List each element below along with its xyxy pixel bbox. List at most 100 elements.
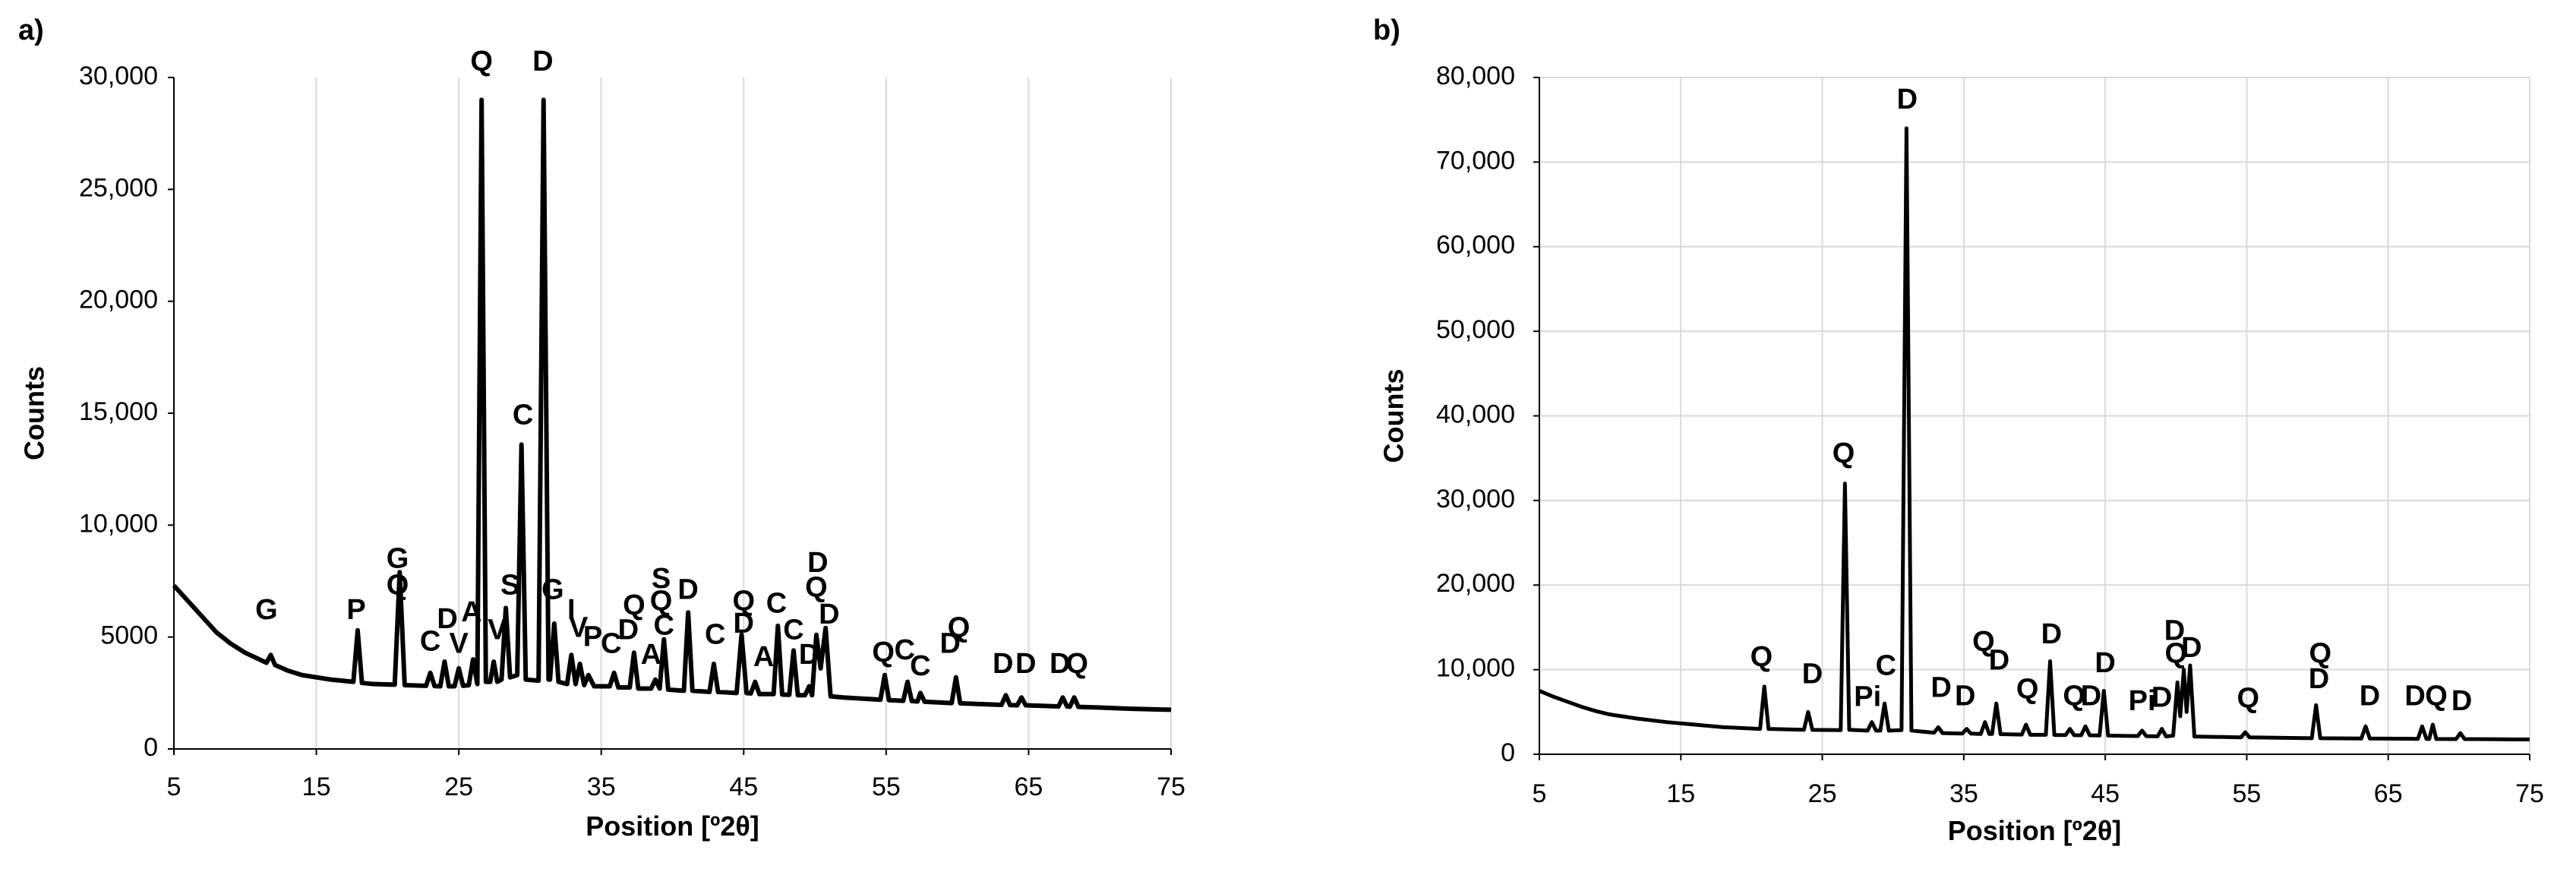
peak-label: D bbox=[799, 639, 819, 671]
y-axis-title: Counts bbox=[19, 366, 50, 460]
peak-label: Q bbox=[1833, 438, 1855, 469]
peak-label: A bbox=[641, 639, 661, 671]
peak-label: D bbox=[734, 608, 754, 640]
peak-label: D bbox=[532, 46, 553, 77]
peak-label: C bbox=[705, 619, 725, 651]
peak-label: D bbox=[807, 547, 828, 579]
peak-label: V bbox=[449, 627, 469, 659]
peak-label: D bbox=[1802, 658, 1823, 690]
panel-label: a) bbox=[18, 14, 44, 46]
peak-label: Q bbox=[2237, 683, 2260, 715]
y-tick-label: 40,000 bbox=[1436, 400, 1515, 428]
peak-label: A bbox=[461, 596, 481, 628]
peak-label: Q bbox=[650, 585, 673, 617]
x-tick-label: 5 bbox=[1533, 779, 1547, 808]
chart-panel: 0 10,000 20,000 30,000 40,000 50,000 60,000 70,… bbox=[1373, 14, 2544, 846]
peak-label: C bbox=[783, 615, 803, 646]
peak-label: D bbox=[677, 574, 698, 606]
peak-label: D bbox=[437, 603, 457, 635]
x-tick-label: 45 bbox=[729, 772, 758, 801]
peak-label: D bbox=[1930, 671, 1951, 703]
y-tick-label: 0 bbox=[144, 733, 158, 762]
x-tick-label: 75 bbox=[1157, 772, 1185, 801]
x-tick-label: 5 bbox=[167, 772, 182, 801]
peak-label: D bbox=[993, 648, 1013, 680]
chart-panel: 0 5000 10,000 15,000 20,000 25,000 30,000 5 15 25… bbox=[18, 14, 1185, 842]
x-axis-title: Position [º2θ] bbox=[1948, 815, 2122, 846]
peak-label: D bbox=[2151, 682, 2172, 714]
peak-label: Q bbox=[733, 585, 756, 617]
peak-label: V bbox=[488, 615, 507, 646]
peak-label: P bbox=[583, 621, 602, 652]
peak-label: S bbox=[652, 563, 671, 595]
diffractogram-line bbox=[172, 97, 1172, 712]
peak-label: S bbox=[500, 570, 519, 602]
peak-label: D bbox=[2095, 647, 2115, 679]
peak-label: Q bbox=[387, 570, 409, 602]
peak-label: V bbox=[569, 612, 589, 644]
x-tick-label: 55 bbox=[872, 772, 901, 801]
peak-label: D bbox=[1897, 84, 1918, 115]
peak-label: Pi bbox=[1854, 681, 1881, 713]
y-tick-label: 0 bbox=[1501, 738, 1515, 767]
peak-label: A bbox=[753, 641, 774, 673]
y-tick-label: 80,000 bbox=[1436, 62, 1515, 90]
y-tick-label: 30,000 bbox=[1436, 485, 1515, 513]
peak-label: Q bbox=[2309, 638, 2332, 670]
peak-label: C bbox=[910, 650, 930, 682]
y-tick-label: 20,000 bbox=[1436, 569, 1515, 598]
y-tick-label: 50,000 bbox=[1436, 315, 1515, 344]
peak-label: Q bbox=[1972, 626, 1995, 658]
panel-label: b) bbox=[1373, 14, 1400, 46]
peak-label: P bbox=[346, 594, 365, 626]
peak-label: G bbox=[387, 542, 409, 574]
diffractogram-line bbox=[1539, 126, 2530, 742]
x-tick-label: 55 bbox=[2233, 779, 2262, 808]
peak-label: C bbox=[766, 587, 787, 619]
x-tick-label: 65 bbox=[2374, 779, 2403, 808]
y-tick-label: 20,000 bbox=[79, 286, 158, 314]
peak-label: Q bbox=[623, 589, 646, 621]
x-tick-label: 25 bbox=[444, 772, 473, 801]
x-tick-label: 75 bbox=[2515, 779, 2544, 808]
x-tick-label: 15 bbox=[302, 772, 331, 801]
y-tick-label: 10,000 bbox=[79, 509, 158, 538]
peak-label: C bbox=[601, 627, 621, 659]
y-axis-title: Counts bbox=[1378, 369, 1410, 463]
peak-label: D bbox=[618, 615, 639, 646]
peak-label: D bbox=[2360, 680, 2380, 712]
x-axis-title: Position [º2θ] bbox=[586, 810, 759, 842]
peak-label: D bbox=[2181, 632, 2202, 664]
x-tick-label: 35 bbox=[1949, 779, 1978, 808]
peak-label: C bbox=[420, 625, 440, 657]
peak-label: Q bbox=[470, 46, 493, 77]
y-tick-label: 70,000 bbox=[1436, 146, 1515, 175]
x-tick-label: 65 bbox=[1015, 772, 1043, 801]
peak-label: I bbox=[567, 594, 576, 626]
peak-label: Q bbox=[2425, 680, 2448, 712]
peak-label: Q bbox=[2063, 680, 2085, 712]
peak-label: C bbox=[1876, 649, 1896, 681]
y-tick-label: 15,000 bbox=[79, 397, 158, 426]
peak-label: C bbox=[513, 400, 533, 431]
peak-label: C bbox=[895, 634, 915, 666]
y-tick-label: 10,000 bbox=[1436, 654, 1515, 683]
x-tick-label: 25 bbox=[1808, 779, 1837, 808]
peak-label: Q bbox=[2165, 638, 2188, 670]
peak-label: D bbox=[2041, 618, 2062, 650]
peak-label: G bbox=[255, 594, 278, 626]
peak-label: D bbox=[2451, 685, 2472, 717]
peak-label: D bbox=[2404, 680, 2425, 712]
peak-label: Q bbox=[872, 637, 895, 668]
y-tick-label: 25,000 bbox=[79, 173, 158, 202]
y-tick-label: 5000 bbox=[100, 621, 158, 650]
peak-label: Q bbox=[2016, 673, 2039, 705]
y-tick-label: 60,000 bbox=[1436, 231, 1515, 260]
peak-label: D bbox=[2081, 680, 2101, 712]
peak-label: Q bbox=[1065, 648, 1088, 680]
peak-label: D bbox=[819, 599, 839, 630]
peak-label: D bbox=[2309, 663, 2329, 695]
x-tick-label: 15 bbox=[1666, 779, 1695, 808]
